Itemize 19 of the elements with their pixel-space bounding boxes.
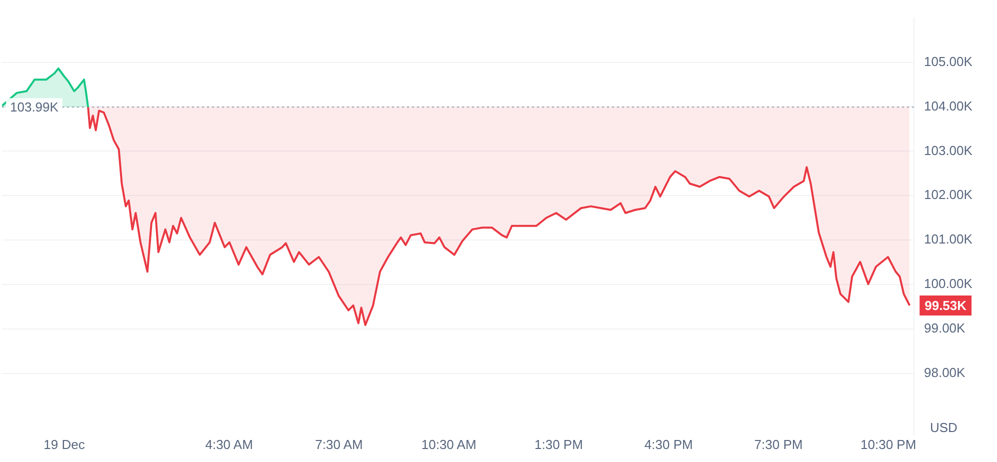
y-tick-label: 102.00K xyxy=(924,187,973,202)
x-tick-label: 10:30 PM xyxy=(860,436,916,452)
y-tick-label: 101.00K xyxy=(924,232,973,247)
y-tick-label: 103.00K xyxy=(924,142,973,158)
x-tick-label: 7:30 PM xyxy=(754,436,803,452)
x-tick-label: 7:30 AM xyxy=(315,436,363,452)
y-tick-label: 104.00K xyxy=(924,98,973,114)
x-tick-label: 19 Dec xyxy=(44,436,86,452)
y-tick-label: 105.00K xyxy=(924,54,973,69)
y-tick-label: 100.00K xyxy=(924,276,973,292)
x-tick-label: 4:30 AM xyxy=(205,436,253,452)
y-axis-title: USD xyxy=(930,420,958,435)
y-tick-label: 99.00K xyxy=(924,320,966,336)
ref-line-label: 103.99K xyxy=(10,100,59,115)
x-tick-label: 4:30 PM xyxy=(644,436,693,452)
y-tick-label: 98.00K xyxy=(924,365,966,380)
annotation: 99.53K xyxy=(924,298,968,314)
x-tick-label: 10:30 AM xyxy=(421,436,476,452)
x-tick-label: 1:30 PM xyxy=(534,436,583,452)
